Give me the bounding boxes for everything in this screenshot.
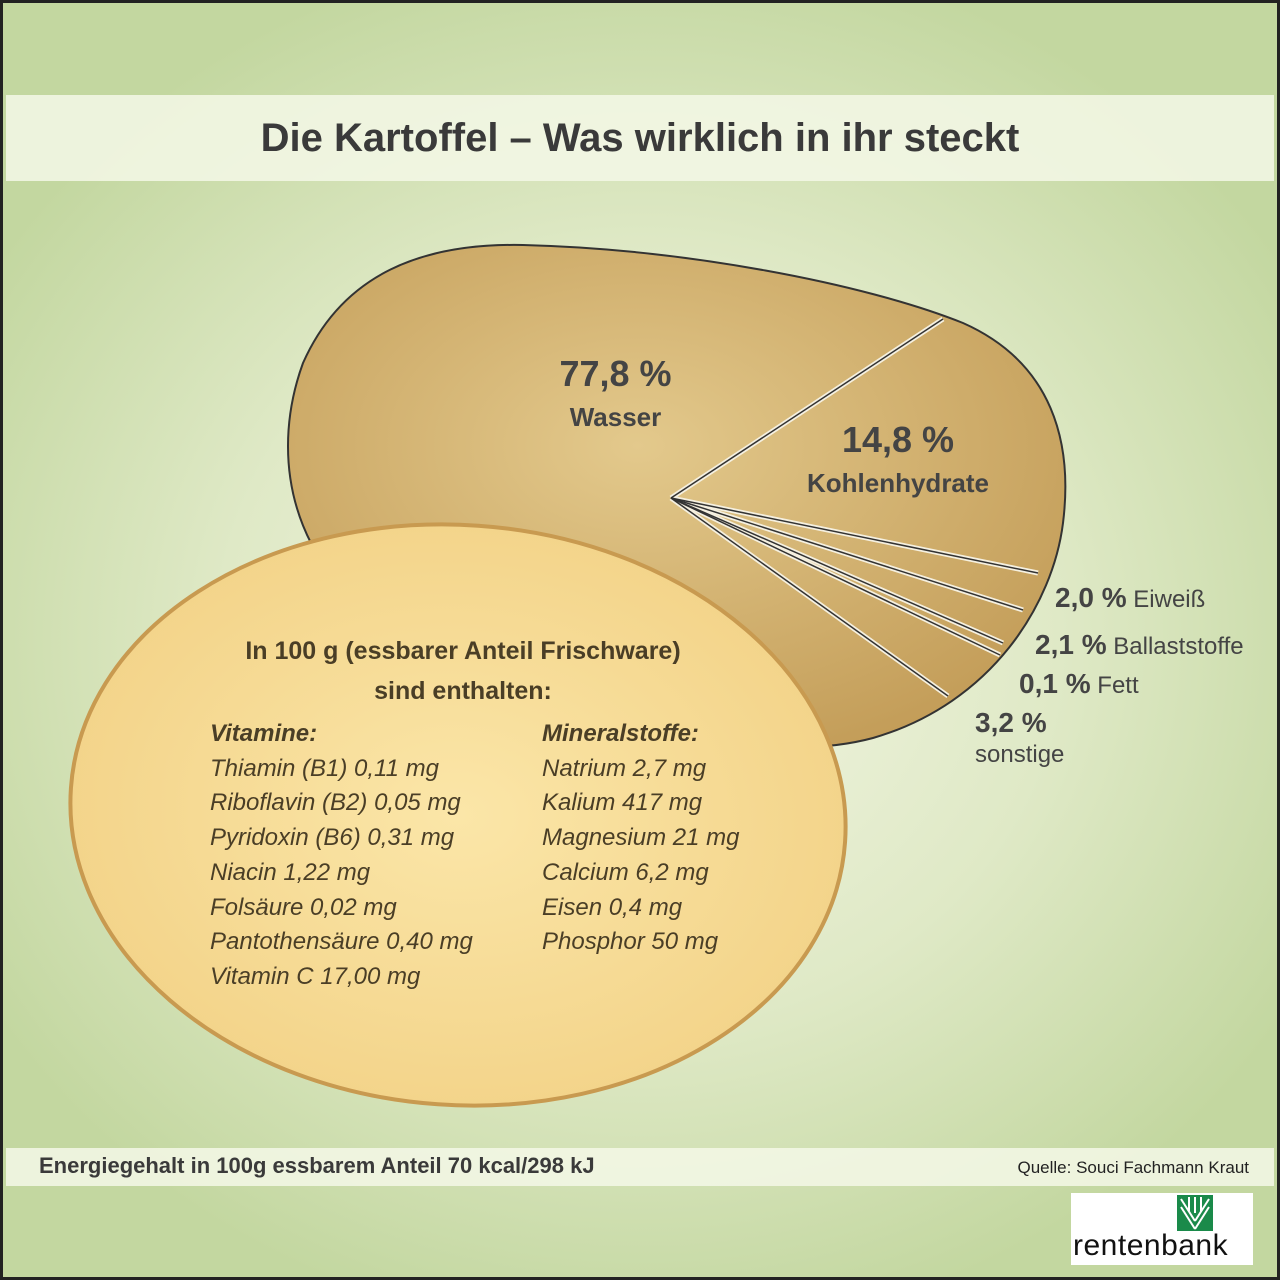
potato-slice	[68, 522, 848, 1108]
potato-chart	[68, 243, 1067, 1108]
list-item: Eisen 0,4 mg	[542, 893, 683, 921]
list-item: Vitamin C 17,00 mg	[210, 962, 421, 990]
minerals-list: Mineralstoffe: Natrium 2,7 mg Kalium 417…	[542, 717, 739, 960]
source-note: Quelle: Souci Fachmann Kraut	[1017, 1158, 1249, 1177]
list-item: Magnesium 21 mg	[542, 824, 740, 852]
list-item: Thiamin (B1) 0,11 mg	[210, 754, 439, 782]
rentenbank-logo: rentenbank	[1071, 1193, 1253, 1265]
slice-label-kohlenhydrate: 14,8 % Kohlenhydrate	[806, 419, 990, 499]
logo-leaf-icon	[1177, 1195, 1213, 1231]
info-heading: In 100 g (essbarer Anteil Frischware)	[245, 637, 681, 665]
energy-content: Energiegehalt in 100g essbarem Anteil 70…	[39, 1153, 595, 1178]
slice-label-sonstige: 3,2 % sonstige	[975, 707, 1065, 769]
nutrient-info: In 100 g (essbarer Anteil Frischware) sin…	[163, 631, 783, 990]
list-item: Phosphor 50 mg	[542, 928, 719, 956]
list-item: Kalium 417 mg	[542, 789, 703, 817]
list-item: Calcium 6,2 mg	[542, 858, 709, 886]
slice-label-fett: 0,1 % Fett	[1019, 668, 1139, 700]
slice-label-wasser: 77,8 % Wasser	[559, 353, 672, 433]
page-title: Die Kartoffel – Was wirklich in ihr stec…	[6, 95, 1274, 181]
slice-label-ballaststoffe: 2,1 % Ballaststoffe	[1035, 629, 1244, 661]
list-item: Folsäure 0,02 mg	[210, 893, 397, 921]
vitamins-title: Vitamine:	[210, 720, 318, 747]
info-subheading: sind enthalten:	[374, 677, 552, 705]
vitamins-list: Vitamine: Thiamin (B1) 0,11 mg Riboflavi…	[210, 717, 473, 995]
list-item: Natrium 2,7 mg	[542, 754, 707, 782]
list-item: Riboflavin (B2) 0,05 mg	[210, 789, 461, 817]
minerals-title: Mineralstoffe:	[542, 720, 699, 747]
list-item: Pyridoxin (B6) 0,31 mg	[210, 824, 455, 852]
list-item: Niacin 1,22 mg	[210, 858, 371, 886]
slice-label-eiweiss: 2,0 % Eiweiß	[1055, 582, 1206, 614]
list-item: Pantothensäure 0,40 mg	[210, 928, 473, 956]
logo-text: rentenbank	[1073, 1229, 1229, 1262]
footer-band	[6, 1148, 1274, 1186]
